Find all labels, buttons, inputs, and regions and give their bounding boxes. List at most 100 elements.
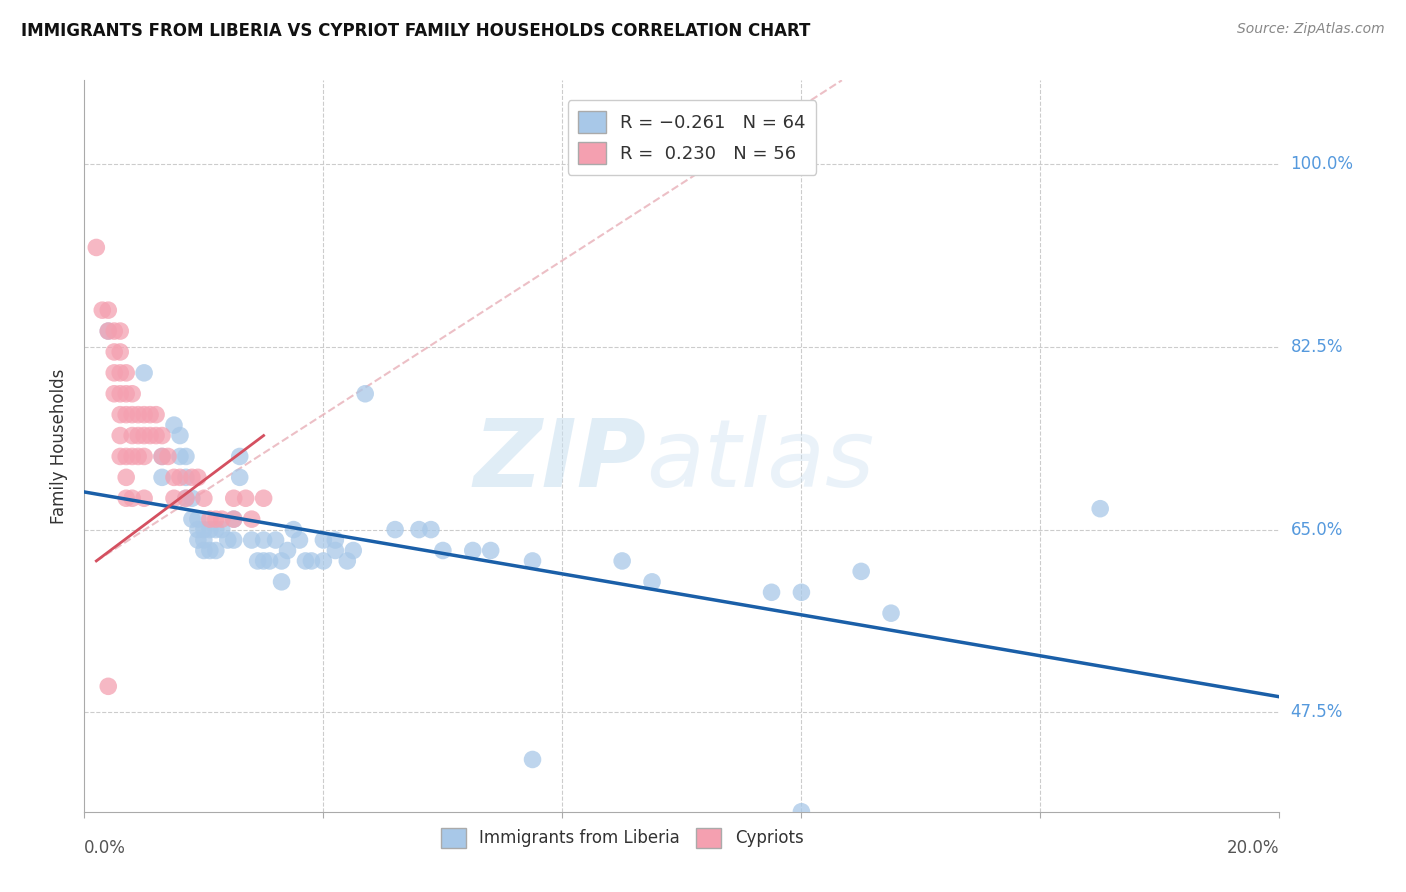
Point bbox=[342, 543, 364, 558]
Point bbox=[312, 533, 335, 547]
Point bbox=[461, 543, 484, 558]
Point bbox=[97, 679, 120, 693]
Point bbox=[193, 543, 215, 558]
Text: atlas: atlas bbox=[647, 415, 875, 506]
Point bbox=[612, 554, 634, 568]
Point bbox=[217, 533, 239, 547]
Point bbox=[145, 408, 167, 422]
Point bbox=[222, 491, 245, 506]
Point bbox=[641, 574, 664, 589]
Point bbox=[240, 512, 263, 526]
Point bbox=[110, 345, 132, 359]
Text: Source: ZipAtlas.com: Source: ZipAtlas.com bbox=[1237, 22, 1385, 37]
Point bbox=[479, 543, 502, 558]
Point bbox=[132, 428, 156, 442]
Point bbox=[163, 418, 186, 433]
Point bbox=[132, 491, 156, 506]
Point bbox=[193, 523, 215, 537]
Point bbox=[150, 470, 173, 484]
Point bbox=[150, 450, 173, 464]
Point bbox=[246, 554, 269, 568]
Point bbox=[187, 533, 209, 547]
Point bbox=[163, 470, 186, 484]
Point bbox=[761, 585, 783, 599]
Point bbox=[115, 470, 138, 484]
Point bbox=[325, 533, 347, 547]
Point bbox=[432, 543, 454, 558]
Point bbox=[150, 428, 173, 442]
Point bbox=[86, 240, 108, 254]
Point bbox=[522, 554, 544, 568]
Point bbox=[205, 523, 228, 537]
Point bbox=[121, 491, 143, 506]
Point bbox=[259, 554, 281, 568]
Point bbox=[211, 512, 233, 526]
Point bbox=[522, 752, 544, 766]
Point bbox=[851, 565, 873, 579]
Text: IMMIGRANTS FROM LIBERIA VS CYPRIOT FAMILY HOUSEHOLDS CORRELATION CHART: IMMIGRANTS FROM LIBERIA VS CYPRIOT FAMIL… bbox=[21, 22, 810, 40]
Point bbox=[222, 533, 245, 547]
Point bbox=[228, 450, 252, 464]
Text: 82.5%: 82.5% bbox=[1291, 338, 1343, 356]
Point bbox=[235, 491, 257, 506]
Point bbox=[110, 408, 132, 422]
Legend: Immigrants from Liberia, Cypriots: Immigrants from Liberia, Cypriots bbox=[434, 821, 810, 855]
Point bbox=[127, 428, 149, 442]
Point bbox=[253, 533, 276, 547]
Point bbox=[97, 324, 120, 338]
Point bbox=[174, 491, 197, 506]
Point bbox=[790, 585, 813, 599]
Point bbox=[115, 408, 138, 422]
Point bbox=[228, 470, 252, 484]
Point bbox=[301, 554, 323, 568]
Point bbox=[205, 543, 228, 558]
Point bbox=[270, 574, 292, 589]
Point bbox=[110, 366, 132, 380]
Point bbox=[222, 512, 245, 526]
Point bbox=[354, 386, 377, 401]
Point bbox=[132, 366, 156, 380]
Point bbox=[127, 408, 149, 422]
Point bbox=[181, 491, 204, 506]
Point bbox=[103, 345, 125, 359]
Point bbox=[205, 512, 228, 526]
Point bbox=[198, 543, 221, 558]
Point bbox=[1090, 501, 1112, 516]
Point bbox=[157, 450, 180, 464]
Point bbox=[264, 533, 287, 547]
Text: 20.0%: 20.0% bbox=[1227, 839, 1279, 857]
Point bbox=[312, 554, 335, 568]
Point bbox=[115, 450, 138, 464]
Point bbox=[187, 523, 209, 537]
Point bbox=[121, 428, 143, 442]
Point bbox=[127, 450, 149, 464]
Point bbox=[91, 303, 114, 318]
Point bbox=[169, 428, 191, 442]
Point bbox=[121, 408, 143, 422]
Point bbox=[139, 428, 162, 442]
Point bbox=[139, 408, 162, 422]
Point bbox=[103, 386, 125, 401]
Point bbox=[187, 470, 209, 484]
Point bbox=[169, 450, 191, 464]
Point bbox=[169, 470, 191, 484]
Point bbox=[193, 491, 215, 506]
Point bbox=[115, 366, 138, 380]
Point bbox=[115, 386, 138, 401]
Point bbox=[270, 554, 292, 568]
Point bbox=[277, 543, 299, 558]
Point bbox=[97, 303, 120, 318]
Point bbox=[240, 533, 263, 547]
Text: 65.0%: 65.0% bbox=[1291, 521, 1343, 539]
Point bbox=[174, 450, 197, 464]
Point bbox=[253, 491, 276, 506]
Point bbox=[132, 408, 156, 422]
Point bbox=[193, 533, 215, 547]
Point bbox=[880, 606, 903, 620]
Point bbox=[103, 366, 125, 380]
Point bbox=[163, 491, 186, 506]
Point bbox=[288, 533, 311, 547]
Point bbox=[325, 543, 347, 558]
Point bbox=[336, 554, 359, 568]
Point bbox=[198, 512, 221, 526]
